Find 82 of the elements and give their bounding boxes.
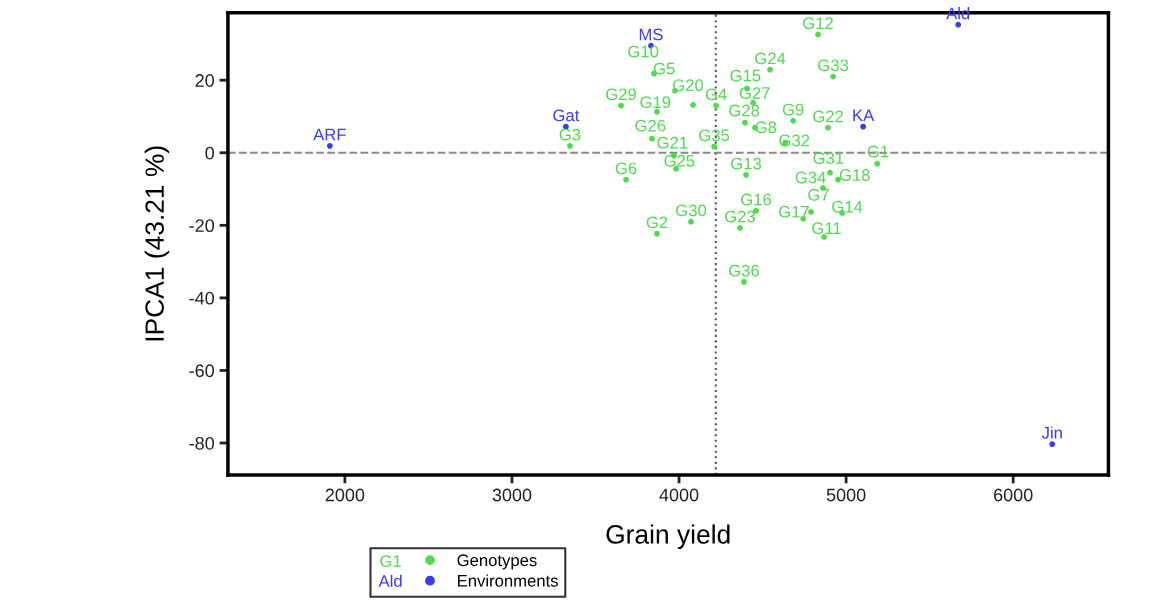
data-label: G31 [813,152,844,164]
data-label: G32 [779,134,810,147]
point [955,21,962,28]
data-label: G36 [729,264,760,277]
x-tick-label: 4000 [659,488,699,502]
x-tick-label: 2000 [325,488,365,502]
point [874,160,881,167]
x-axis-title: Grain yield [606,524,730,549]
point [821,234,827,240]
data-label: G34 [795,171,826,184]
point [567,142,573,149]
y-tick-label: -60 [189,364,215,378]
point [1049,441,1056,447]
text: G1 [380,555,401,567]
data-label: Ald [946,7,970,20]
data-label: ARF [313,128,346,141]
point [326,142,333,149]
data-label: G26 [635,119,666,132]
point [690,101,696,108]
data-label: G23 [725,210,756,223]
point [654,108,660,115]
data-label: MS [639,28,663,41]
point [618,102,624,109]
point [737,224,743,231]
legend-label: Genotypes [457,554,537,570]
point [827,169,833,176]
data-label: G21 [657,136,688,149]
y-axis-title: IPCA1 (43.21 %) [144,146,170,341]
y-tick-label: 20 [195,74,215,87]
point [790,117,797,124]
data-label: G18 [839,169,870,181]
point [649,135,655,142]
point [815,31,821,38]
point [711,143,718,150]
data-label: G17 [779,205,809,218]
data-label: G2 [646,216,668,229]
data-label: G12 [803,17,833,30]
point [767,66,773,73]
point [688,218,694,225]
data-label: G14 [832,200,863,213]
data-label: G9 [782,103,804,116]
point [742,119,748,126]
data-label: G11 [812,222,841,235]
data-label: G28 [729,104,760,117]
y-tick-label: -20 [189,219,215,233]
point [825,124,831,131]
data-label: G16 [741,193,772,206]
point [654,230,660,237]
point [830,73,836,80]
data-label: Jin [1041,426,1062,439]
text: Ald [378,574,402,587]
y-tick-label: -40 [189,291,215,305]
data-label: Gat [553,109,580,122]
point [713,102,720,109]
data-label: G15 [730,69,761,82]
x-tick-label: 6000 [994,488,1033,502]
legend-label: Environments [458,574,558,587]
data-label: G24 [755,52,786,65]
data-label: G33 [818,59,849,72]
data-label: G19 [640,96,671,109]
data-label: G20 [673,79,704,92]
data-label: G25 [664,154,695,167]
data-label: G8 [755,121,777,134]
data-label: KA [853,109,875,122]
data-label: G30 [676,204,707,217]
data-label: G13 [731,157,762,170]
point [623,176,629,183]
data-label: G22 [813,110,843,123]
data-label: G6 [615,162,637,175]
data-label: G4 [705,88,727,101]
y-tick-label: -80 [189,436,215,450]
data-label: G35 [699,129,730,142]
data-label: G3 [559,128,581,141]
point [741,279,747,285]
y-tick-label: 0 [205,146,215,160]
x-tick-label: 3000 [492,488,532,502]
point [860,123,867,130]
point [743,171,749,178]
x-tick-label: 5000 [826,488,866,502]
data-label: G10 [628,45,659,58]
data-label: G29 [606,88,637,101]
data-label: G5 [653,62,675,75]
